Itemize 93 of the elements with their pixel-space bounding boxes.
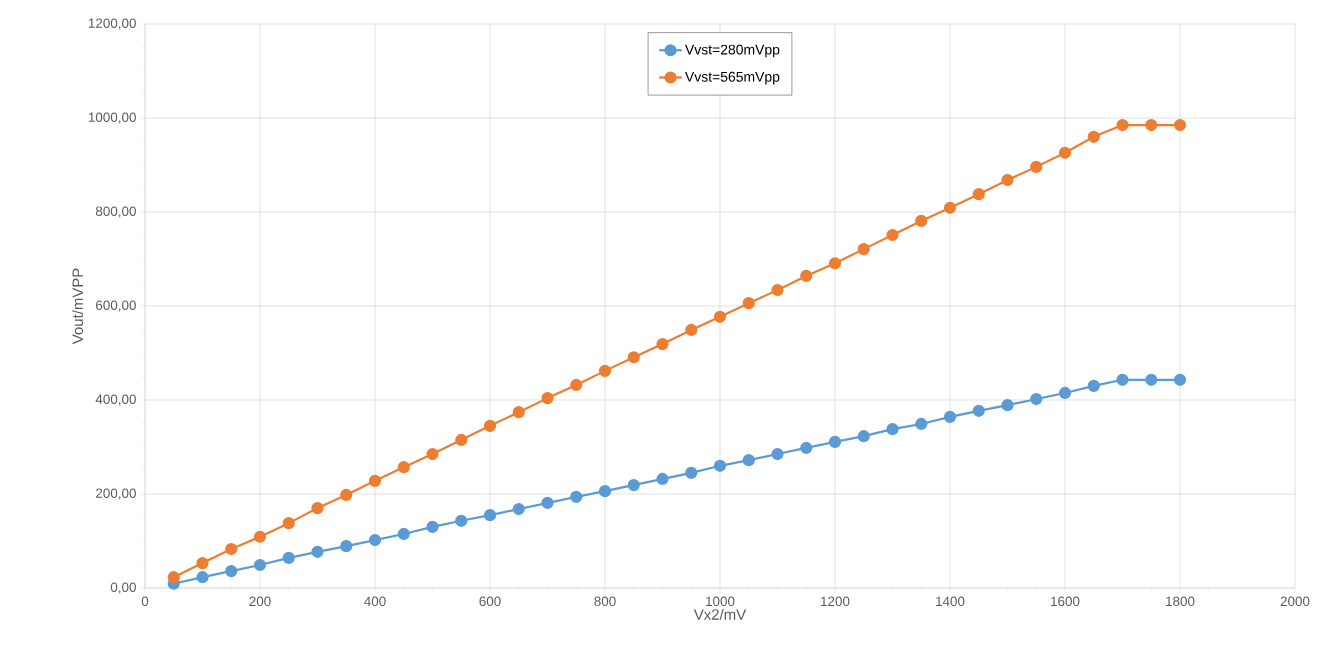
point: [397, 461, 410, 474]
point: [426, 447, 439, 461]
point: [1030, 160, 1043, 173]
x-tick-label: 200: [249, 596, 271, 607]
x-tick-label: 0: [141, 596, 149, 607]
point: [1058, 386, 1072, 400]
point: [311, 502, 324, 515]
point: [685, 466, 698, 479]
y-tick-label: 800,00: [95, 206, 136, 218]
x-tick-label: 1000: [706, 596, 735, 607]
point: [800, 269, 813, 283]
point: [627, 351, 640, 364]
y-tick-label: 400,00: [95, 394, 136, 406]
point: [857, 243, 870, 256]
point: [886, 423, 899, 436]
point: [828, 435, 842, 448]
y-tick-label: 200,00: [96, 488, 136, 500]
y-tick-label: 600,00: [96, 300, 136, 312]
point: [972, 404, 985, 417]
point: [771, 283, 784, 297]
point: [541, 392, 554, 405]
point: [685, 323, 698, 337]
point: [742, 297, 755, 310]
point: [426, 520, 439, 533]
x-tick-label: 1600: [1051, 596, 1080, 607]
point: [627, 478, 640, 492]
point: [742, 454, 755, 467]
point: [368, 533, 382, 547]
point: [828, 257, 842, 270]
point: [541, 496, 554, 510]
point: [1173, 373, 1187, 386]
point: [886, 228, 899, 242]
legend-label: Vvst=565mVpp: [685, 71, 780, 85]
x-tick-label: 1400: [936, 596, 965, 607]
legend-label: Vvst=280mVpp: [685, 44, 780, 58]
point: [397, 527, 410, 541]
point: [713, 459, 727, 472]
x-tick-label: 1800: [1166, 596, 1195, 607]
point: [1145, 373, 1158, 386]
point: [598, 485, 612, 498]
point: [1087, 130, 1100, 143]
point: [512, 502, 525, 516]
x-axis-title: Vx2/mV: [693, 608, 747, 620]
x-tick-label: 1200: [821, 596, 850, 607]
point: [311, 545, 324, 558]
point: [253, 530, 267, 543]
point: [483, 509, 497, 522]
point: [225, 542, 238, 556]
point: [1173, 118, 1187, 132]
point: [196, 556, 209, 570]
point: [857, 430, 870, 443]
point: [656, 472, 669, 486]
point: [943, 410, 957, 424]
point: [800, 441, 813, 455]
point: [455, 433, 468, 447]
point: [1058, 146, 1072, 159]
point: [340, 540, 353, 553]
point: [1145, 118, 1158, 132]
point: [282, 517, 295, 530]
point: [167, 571, 180, 584]
point: [1001, 399, 1014, 412]
point: [1001, 173, 1014, 187]
point: [1116, 118, 1129, 132]
point: [915, 214, 928, 228]
y-tick-label: 0,00: [110, 582, 136, 594]
point: [915, 417, 928, 431]
point: [340, 488, 353, 502]
x-tick-label: 400: [364, 596, 386, 607]
y-axis-title: Vout/mVPP: [72, 268, 84, 345]
point: [771, 447, 784, 461]
x-tick-label: 800: [594, 596, 616, 607]
point: [1116, 373, 1129, 386]
point: [282, 551, 295, 565]
point: [972, 188, 985, 201]
y-tick-label: 1200,00: [88, 18, 136, 30]
point: [225, 564, 238, 578]
point: [1087, 379, 1100, 392]
point: [943, 201, 957, 214]
point: [512, 406, 525, 419]
point: [598, 364, 612, 377]
point: [656, 337, 669, 351]
point: [196, 571, 209, 584]
point: [570, 378, 583, 392]
point: [570, 490, 583, 503]
x-tick-label: 600: [479, 596, 501, 607]
point: [253, 558, 267, 572]
point: [713, 310, 727, 323]
point: [1030, 392, 1043, 406]
point: [455, 514, 468, 527]
x-tick-label: 2000: [1280, 596, 1310, 607]
point: [368, 474, 382, 487]
y-tick-label: 1000,00: [88, 112, 136, 124]
point: [483, 419, 497, 432]
